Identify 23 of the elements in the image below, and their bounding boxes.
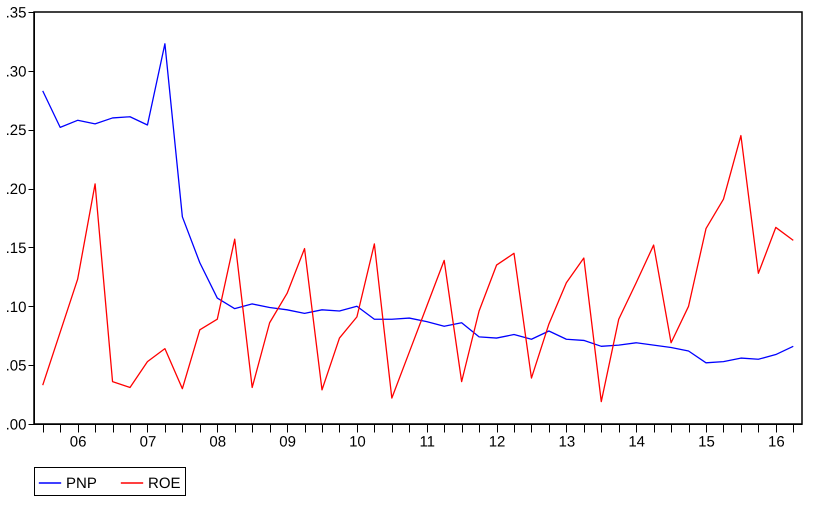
x-tick-label: 15 — [698, 434, 715, 450]
x-tick-label: 08 — [209, 434, 226, 450]
x-tick-label: 13 — [558, 434, 576, 450]
y-tick-label: .05 — [6, 358, 26, 375]
line-series — [42, 43, 794, 364]
line-series — [42, 134, 794, 402]
y-tick-label: .25 — [6, 122, 26, 140]
x-tick-label: 12 — [488, 434, 506, 450]
x-tick-label: 09 — [279, 434, 296, 450]
y-tick-label: .35 — [6, 4, 26, 22]
x-tick-label: 07 — [140, 434, 156, 450]
y-tick-label: .15 — [6, 240, 26, 257]
x-tick-label: 11 — [419, 434, 436, 450]
y-tick-label: .10 — [6, 298, 26, 316]
x-tick-label: 10 — [349, 434, 366, 450]
x-tick-label: 06 — [70, 434, 86, 450]
legend-label: ROE — [148, 475, 181, 492]
y-tick-label: .30 — [6, 63, 26, 80]
legend-label: PNP — [66, 475, 97, 492]
y-tick-label: .20 — [6, 181, 26, 198]
y-tick-label: .00 — [6, 416, 26, 434]
x-tick-label: 16 — [768, 434, 785, 450]
x-tick-label: 14 — [628, 434, 646, 450]
